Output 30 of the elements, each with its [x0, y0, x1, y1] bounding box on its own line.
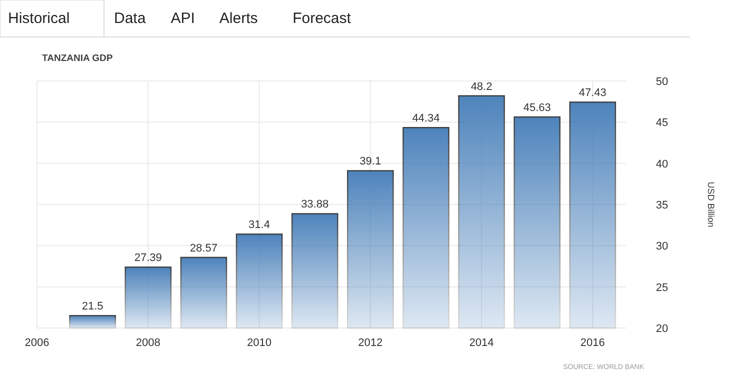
x-tick-label: 2006: [24, 337, 50, 349]
data-label: 47.43: [578, 87, 606, 100]
data-label: 44.34: [412, 112, 440, 125]
y-axis-title: USD Billion: [706, 182, 716, 228]
y-tick-label: 35: [656, 200, 668, 212]
x-tick-label: 2008: [136, 337, 160, 349]
text: API: [170, 10, 195, 27]
y-tick-label: 25: [656, 282, 668, 294]
data-label: 33.88: [301, 198, 329, 211]
y-tick-label: 50: [656, 76, 668, 88]
data-label: 27.39: [134, 252, 162, 264]
x-tick-label: 2012: [358, 337, 383, 349]
x-tick-label: 2014: [469, 337, 494, 349]
y-tick-label: 40: [656, 158, 668, 170]
x-tick-label: 2016: [580, 337, 605, 349]
chart-title: TANZANIA GDP: [42, 53, 114, 64]
text: Alerts: [219, 10, 258, 27]
data-label: 45.63: [523, 102, 551, 114]
data-label: 39.1: [360, 156, 382, 168]
text: Forecast: [292, 10, 352, 27]
data-label: 48.2: [470, 80, 492, 93]
y-tick-label: 30: [656, 240, 668, 253]
text: Historical: [8, 10, 70, 27]
data-label: 31.4: [248, 219, 270, 232]
y-tick-label: 45: [656, 117, 668, 130]
data-label: 21.5: [82, 300, 104, 313]
data-label: 28.57: [190, 242, 218, 254]
text: Data: [114, 10, 146, 27]
y-tick-label: 20: [656, 323, 668, 335]
x-tick-label: 2010: [247, 337, 272, 349]
